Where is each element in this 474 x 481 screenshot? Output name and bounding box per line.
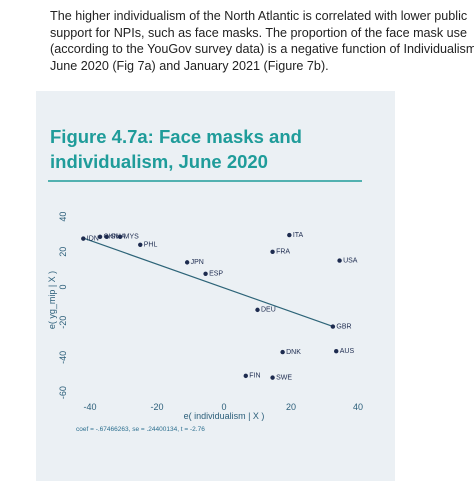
- point-label: MYS: [124, 234, 139, 241]
- x-tick-label: 20: [286, 402, 296, 412]
- point-label: ESP: [209, 271, 223, 278]
- x-tick-label: -20: [150, 402, 163, 412]
- point-label: FRA: [276, 249, 290, 256]
- point-label: PHL: [144, 242, 158, 249]
- y-tick-label: 20: [58, 247, 68, 257]
- point: [117, 234, 123, 240]
- x-axis-label: e( individualism | X ): [184, 411, 265, 421]
- point: [337, 258, 342, 263]
- y-tick-label: -40: [58, 351, 68, 364]
- point-label: CHN: [104, 234, 119, 241]
- point-label: IDN: [87, 235, 99, 242]
- paragraph-line: (according to the YouGov survey data) is…: [50, 42, 474, 56]
- x-tick-label: 40: [353, 402, 363, 412]
- point-label: FIN: [249, 373, 260, 380]
- point-label: AUS: [340, 348, 355, 355]
- point: [81, 236, 86, 241]
- point-label: SWE: [276, 374, 292, 381]
- y-tick-label: -20: [58, 316, 68, 329]
- y-tick-label: 0: [58, 284, 68, 289]
- chart-title: Figure 4.7a: Face masks and: [50, 126, 302, 147]
- point: [97, 234, 103, 240]
- paragraph-line: The higher individualism of the North At…: [50, 9, 468, 23]
- point: [287, 232, 292, 238]
- point: [334, 349, 339, 354]
- point-label: ITA: [293, 232, 304, 239]
- point: [203, 271, 208, 277]
- fit-line: [83, 237, 334, 327]
- point-label: JPN: [191, 259, 204, 266]
- point-label: DNK: [286, 349, 301, 356]
- x-tick-label: -40: [83, 402, 96, 412]
- point: [104, 234, 109, 240]
- x-tick-label: 0: [221, 402, 226, 412]
- paragraph-line: support for NPIs, such as face masks. Th…: [50, 25, 467, 40]
- point-label: GBR: [336, 323, 351, 330]
- figure-panel: [36, 91, 395, 481]
- regression-note: coef = -.67466263, se = .24400134, t = -…: [76, 426, 205, 433]
- y-tick-label: -60: [58, 386, 68, 399]
- point: [255, 307, 260, 313]
- point: [330, 324, 336, 329]
- point-label: USA: [343, 257, 358, 264]
- point: [280, 349, 285, 355]
- paragraph: The higher individualism of the North At…: [50, 8, 474, 74]
- point: [184, 260, 190, 265]
- chart-title: individualism, June 2020: [50, 151, 268, 172]
- point: [270, 249, 275, 255]
- point: [243, 373, 248, 379]
- paragraph-line: June 2020 (Fig 7a) and January 2021 (Fig…: [50, 58, 329, 73]
- point-label: DEU: [261, 307, 276, 314]
- y-axis-label: e( yg_mip | X ): [47, 271, 57, 329]
- point: [138, 242, 143, 247]
- point: [270, 375, 275, 380]
- y-tick-label: 40: [58, 212, 68, 222]
